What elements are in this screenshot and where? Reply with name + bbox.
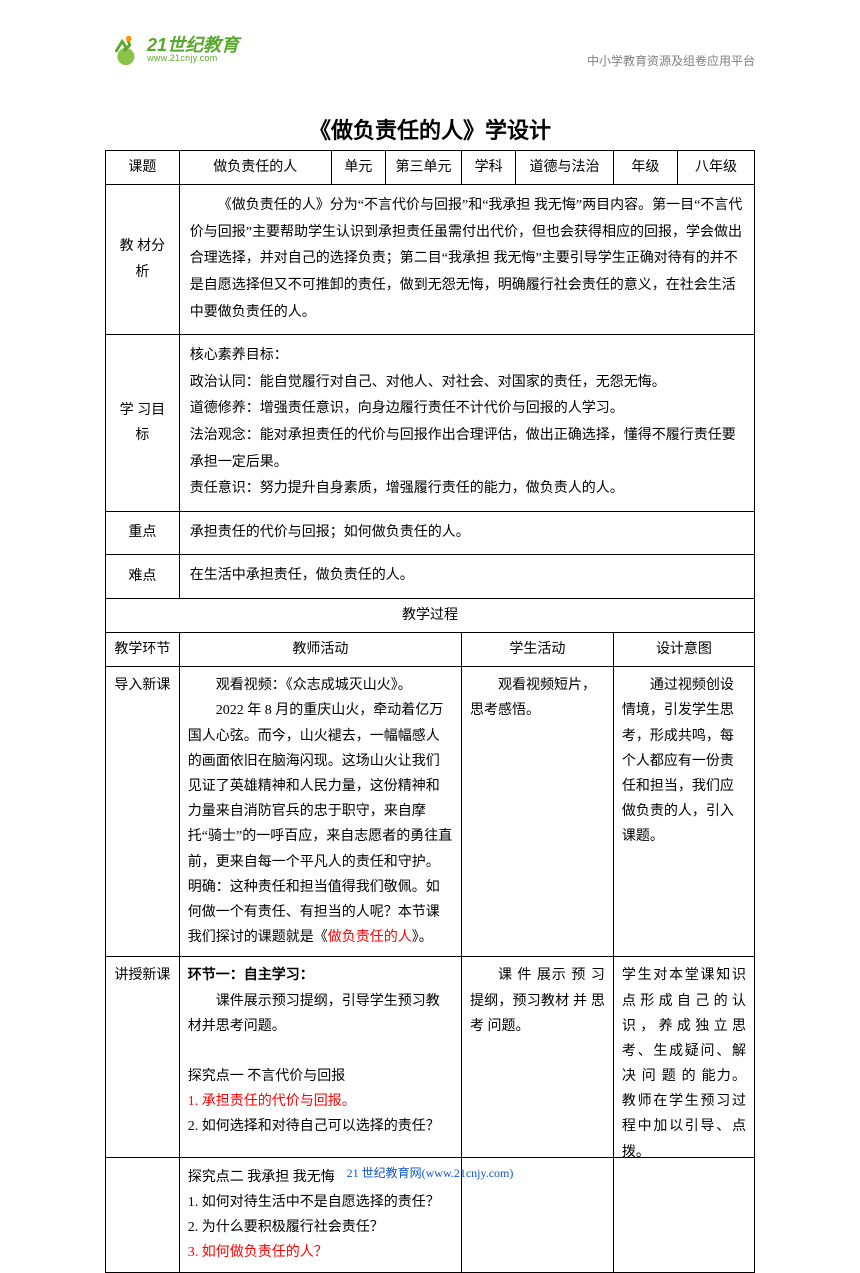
col-teacher: 教师活动 bbox=[179, 633, 461, 667]
teach-row: 讲授新课 环节一：自主学习： 课件展示预习提纲，引导学生预习教材并思考问题。 探… bbox=[106, 957, 755, 1272]
teach-t8: 2. 为什么要积极履行社会责任？ bbox=[188, 1215, 453, 1240]
teach-intent: 学生对本堂课知识点形成自己的认识，养成独立思考、生成疑问、解 决 问 题 的 能… bbox=[613, 957, 754, 1272]
goals-p4: 责任意识：努力提升自身素质，增强履行责任的能力，做负责人的人。 bbox=[190, 476, 744, 503]
process-columns-row: 教学环节 教师活动 学生活动 设计意图 bbox=[106, 633, 755, 667]
teach-stage: 讲授新课 bbox=[106, 957, 180, 1272]
header-platform-text: 中小学教育资源及组卷应用平台 bbox=[587, 52, 755, 69]
logo-icon bbox=[105, 30, 143, 68]
difficulty-row: 难点 在生活中承担责任，做负责任的人。 bbox=[106, 555, 755, 599]
value-grade: 八年级 bbox=[677, 151, 754, 185]
analysis-text: 《做负责任的人》分为“不言代价与回报”和“我承担 我无悔”两目内容。第一目“不言… bbox=[179, 185, 754, 335]
intro-intent: 通过视频创设情境，引发学生思考，形成共鸣，每个人都应有一份责任和担当，我们应做负… bbox=[613, 667, 754, 957]
teach-teacher: 环节一：自主学习： 课件展示预习提纲，引导学生预习教材并思考问题。 探究点一 不… bbox=[179, 957, 461, 1272]
goals-p2: 道德修养：增强责任意识，向身边履行责任不计代价与回报的人学习。 bbox=[190, 396, 744, 423]
logo-url: www.21cnjy.com bbox=[147, 54, 239, 63]
goals-text: 核心素养目标： 政治认同：能自觉履行对自己、对他人、对社会、对国家的责任，无怨无… bbox=[179, 335, 754, 512]
teach-t2: 课件展示预习提纲，引导学生预习教材并思考问题。 bbox=[188, 989, 453, 1039]
teach-t9: 3. 如何做负责任的人？ bbox=[188, 1240, 453, 1265]
logo: 21世纪教育 www.21cnjy.com bbox=[105, 30, 239, 68]
label-grade: 年级 bbox=[613, 151, 677, 185]
teach-student-text: 课 件 展示 预 习 提纲，预习教材 并 思 考 问题。 bbox=[470, 963, 605, 1039]
intro-t2: 2022 年 8 月的重庆山火，牵动着亿万国人心弦。而今，山火褪去，一幅幅感人的… bbox=[188, 698, 453, 874]
footer-divider bbox=[105, 1157, 755, 1158]
col-student: 学生活动 bbox=[461, 633, 613, 667]
difficulty-text: 在生活中承担责任，做负责任的人。 bbox=[179, 555, 754, 599]
label-subject: 学科 bbox=[461, 151, 515, 185]
label-difficulty: 难点 bbox=[106, 555, 180, 599]
goals-row: 学 习目 标 核心素养目标： 政治认同：能自觉履行对自己、对他人、对社会、对国家… bbox=[106, 335, 755, 512]
page-header: 21世纪教育 www.21cnjy.com 中小学教育资源及组卷应用平台 bbox=[0, 30, 860, 90]
label-unit: 单元 bbox=[331, 151, 385, 185]
teach-t7: 1. 如何对待生活中不是自愿选择的责任？ bbox=[188, 1190, 453, 1215]
logo-text: 21世纪教育 www.21cnjy.com bbox=[147, 36, 239, 63]
goals-p1: 政治认同：能自觉履行对自己、对他人、对社会、对国家的责任，无怨无悔。 bbox=[190, 370, 744, 397]
intro-teacher: 观看视频：《众志成城灭山火》。 2022 年 8 月的重庆山火，牵动着亿万国人心… bbox=[179, 667, 461, 957]
intro-t3: 明确：这种责任和担当值得我们敬佩。如何做一个有责任、有担当的人呢？本节课我们探讨… bbox=[188, 875, 453, 951]
teach-t4: 1. 承担责任的代价与回报。 bbox=[188, 1089, 453, 1114]
info-row: 课题 做负责任的人 单元 第三单元 学科 道德与法治 年级 八年级 bbox=[106, 151, 755, 185]
intro-t3-red: 做负责任的人 bbox=[328, 930, 412, 945]
key-row: 重点 承担责任的代价与回报；如何做负责任的人。 bbox=[106, 511, 755, 555]
label-analysis: 教 材分 析 bbox=[106, 185, 180, 335]
teach-t5: 2. 如何选择和对待自己可以选择的责任？ bbox=[188, 1114, 453, 1139]
goals-p3: 法治观念：能对承担责任的代价与回报作出合理评估，做出正确选择，懂得不履行责任要承… bbox=[190, 423, 744, 476]
analysis-row: 教 材分 析 《做负责任的人》分为“不言代价与回报”和“我承担 我无悔”两目内容… bbox=[106, 185, 755, 335]
teach-t1: 环节一：自主学习： bbox=[188, 963, 453, 988]
value-subject: 道德与法治 bbox=[516, 151, 614, 185]
intro-student-text: 观看视频短片，思考感悟。 bbox=[470, 673, 605, 723]
intro-t3b: 》。 bbox=[412, 930, 433, 945]
value-unit: 第三单元 bbox=[385, 151, 461, 185]
label-key: 重点 bbox=[106, 511, 180, 555]
process-header: 教学过程 bbox=[106, 598, 755, 632]
logo-main-text: 21世纪教育 bbox=[147, 36, 239, 54]
process-header-row: 教学过程 bbox=[106, 598, 755, 632]
analysis-content: 《做负责任的人》分为“不言代价与回报”和“我承担 我无悔”两目内容。第一目“不言… bbox=[190, 193, 744, 326]
teach-intent-text: 学生对本堂课知识点形成自己的认识，养成独立思考、生成疑问、解 决 问 题 的 能… bbox=[622, 963, 746, 1165]
key-text: 承担责任的代价与回报；如何做负责任的人。 bbox=[179, 511, 754, 555]
teach-t3: 探究点一 不言代价与回报 bbox=[188, 1064, 453, 1089]
content-area: 课题 做负责任的人 单元 第三单元 学科 道德与法治 年级 八年级 教 材分 析… bbox=[105, 150, 755, 1273]
intro-t1: 观看视频：《众志成城灭山火》。 bbox=[188, 673, 453, 698]
footer-text: 21 世纪教育网(www.21cnjy.com) bbox=[0, 1164, 860, 1181]
intro-stage: 导入新课 bbox=[106, 667, 180, 957]
intro-intent-text: 通过视频创设情境，引发学生思考，形成共鸣，每个人都应有一份责任和担当，我们应做负… bbox=[622, 673, 746, 849]
intro-student: 观看视频短片，思考感悟。 bbox=[461, 667, 613, 957]
col-stage: 教学环节 bbox=[106, 633, 180, 667]
label-topic: 课题 bbox=[106, 151, 180, 185]
value-topic: 做负责任的人 bbox=[179, 151, 331, 185]
page-title: 《做负责任的人》学设计 bbox=[0, 113, 860, 145]
teach-student: 课 件 展示 预 习 提纲，预习教材 并 思 考 问题。 bbox=[461, 957, 613, 1272]
lesson-table: 课题 做负责任的人 单元 第三单元 学科 道德与法治 年级 八年级 教 材分 析… bbox=[105, 150, 755, 1273]
goals-core: 核心素养目标： bbox=[190, 343, 744, 370]
label-goals: 学 习目 标 bbox=[106, 335, 180, 512]
col-intent: 设计意图 bbox=[613, 633, 754, 667]
intro-row: 导入新课 观看视频：《众志成城灭山火》。 2022 年 8 月的重庆山火，牵动着… bbox=[106, 667, 755, 957]
